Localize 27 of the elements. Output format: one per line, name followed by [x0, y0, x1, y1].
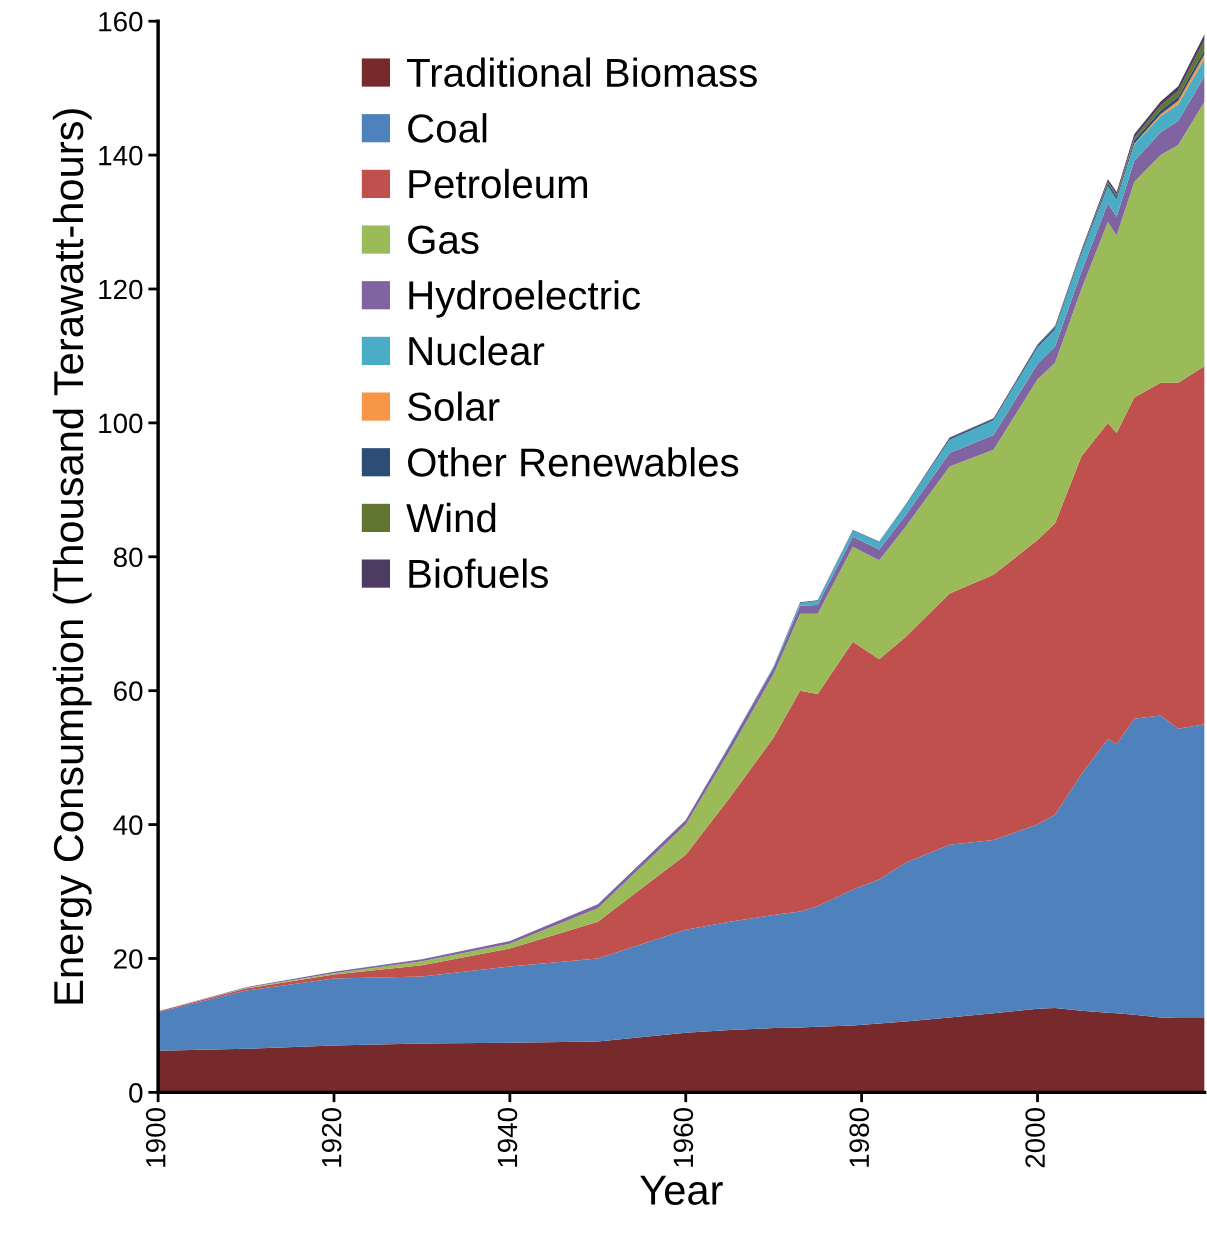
legend-label: Nuclear: [409, 335, 545, 366]
x-tick-label: 1900: [145, 1108, 166, 1167]
x-tick-label: 1980: [849, 1108, 870, 1167]
legend-label: Wind: [406, 502, 496, 533]
legend-label: Petroleum: [409, 168, 588, 199]
y-tick-label: 80: [113, 547, 143, 568]
legend-label: Solar: [407, 391, 500, 422]
y-tick-label: 160: [99, 11, 143, 32]
y-tick-label: 40: [113, 815, 143, 835]
legend-label: Traditional Biomass: [407, 57, 757, 88]
x-tick-label: 1920: [321, 1108, 342, 1167]
y-tick-label: 20: [114, 949, 143, 969]
legend-label: Hydroelectric: [409, 280, 641, 318]
y-tick-label: 0: [129, 1083, 143, 1103]
legend-label: Gas: [408, 225, 479, 255]
x-tick-label: 2000: [1025, 1108, 1045, 1168]
y-tick-label: 140: [99, 145, 143, 166]
x-tick-label: 1940: [497, 1108, 518, 1167]
legend-label: Coal: [408, 113, 487, 143]
y-tick-label: 60: [114, 681, 143, 702]
y-tick-label: 120: [99, 279, 143, 300]
legend-label: Other Renewables: [408, 447, 739, 477]
x-tick-label: 1960: [673, 1108, 694, 1167]
legend-label: Biofuels: [409, 558, 548, 589]
x-axis-title: Year: [640, 1175, 723, 1205]
y-tick-label: 100: [99, 413, 143, 434]
y-axis-title: Energy Consumption (Thousand Terawatt-hours): [52, 109, 92, 1004]
